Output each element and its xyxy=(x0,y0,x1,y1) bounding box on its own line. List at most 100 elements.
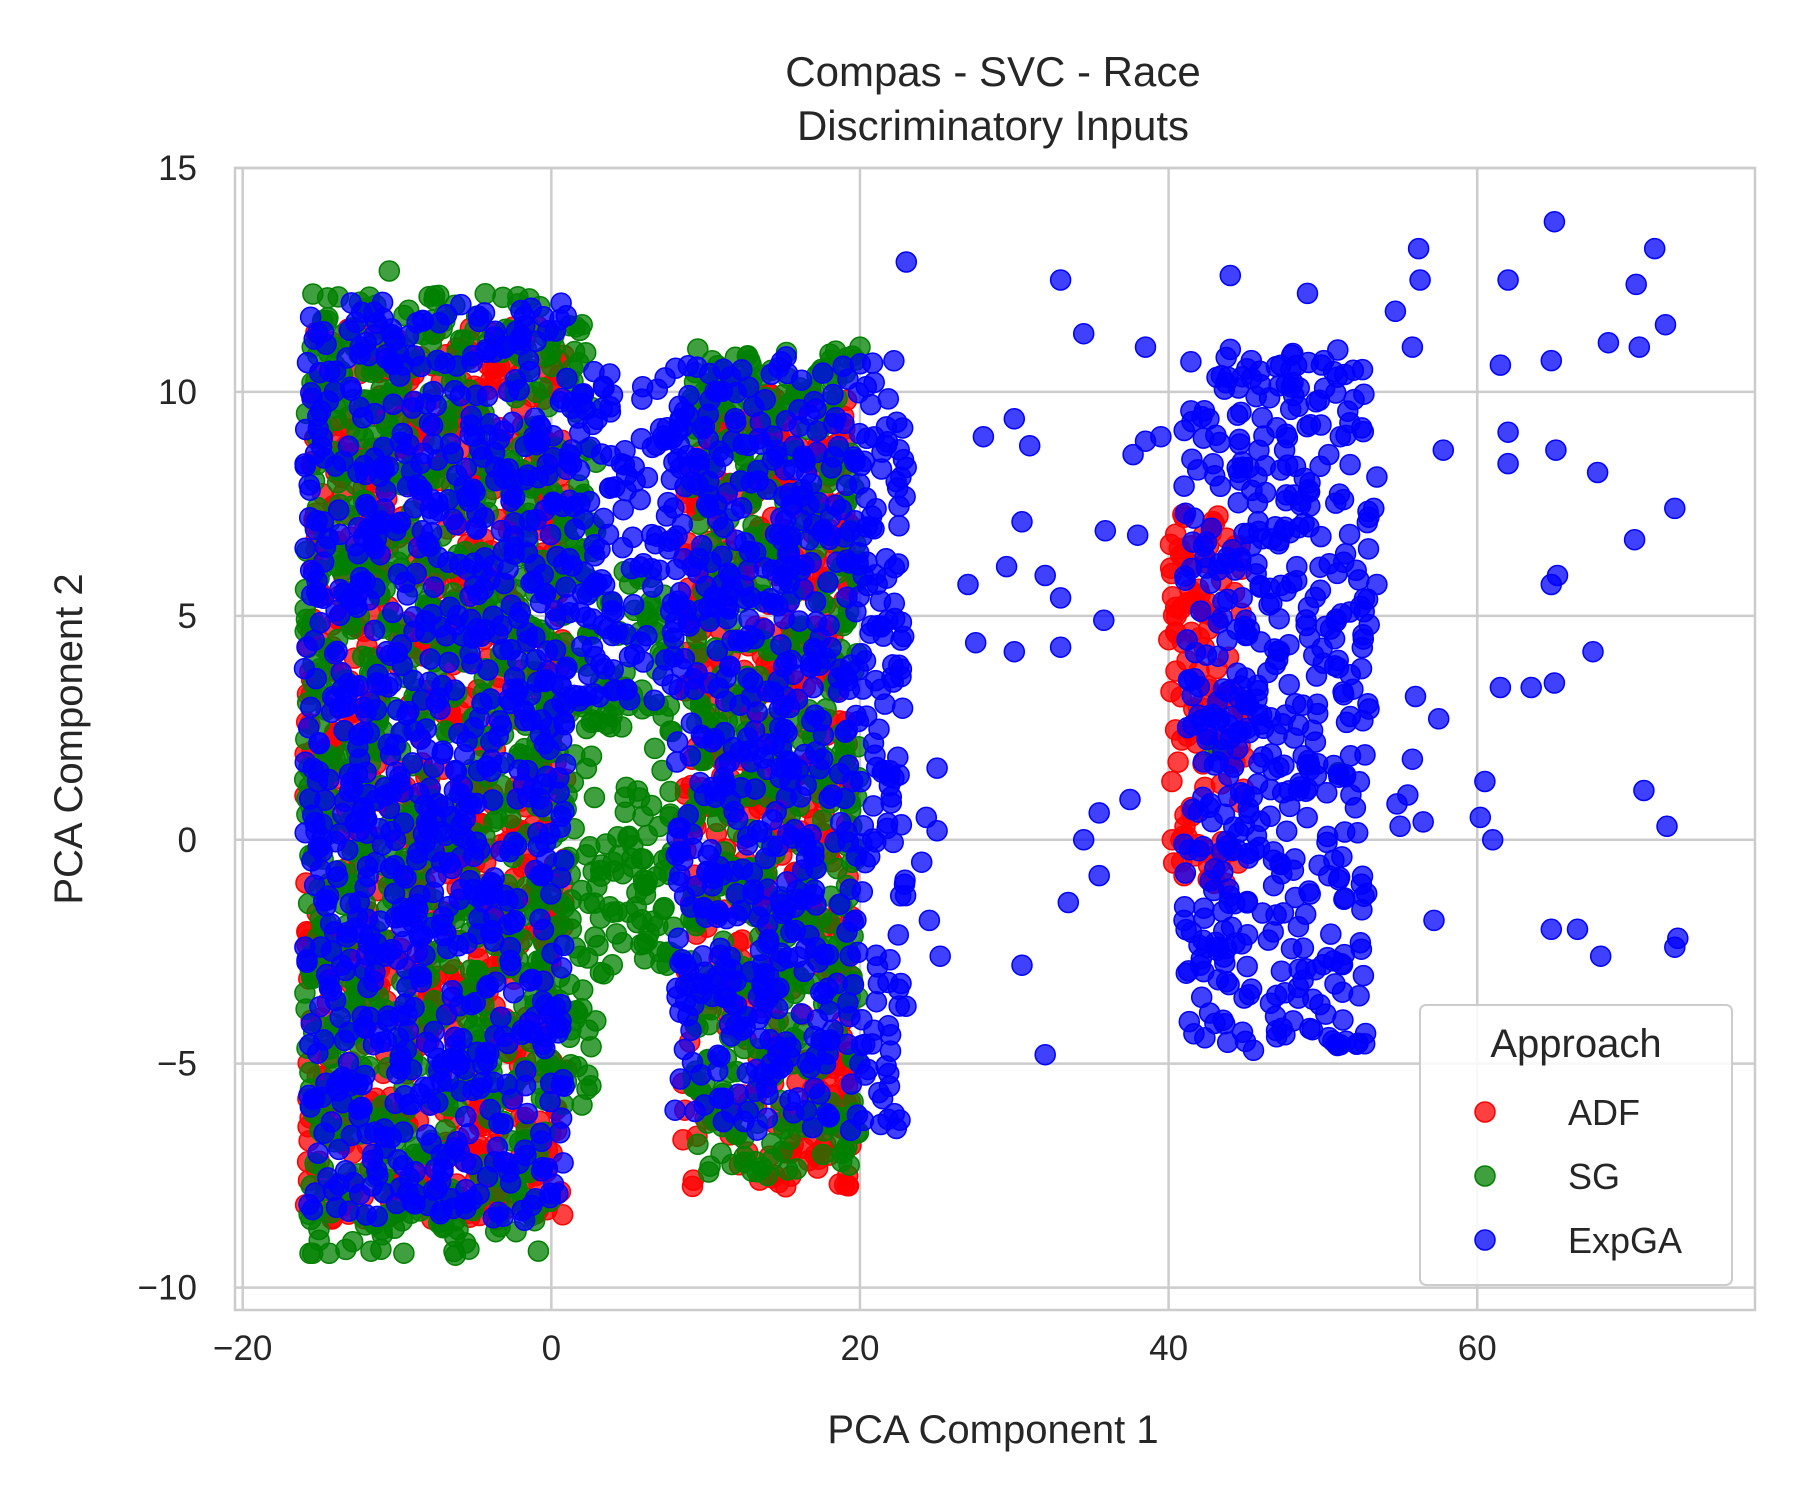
data-point xyxy=(847,941,869,964)
data-point xyxy=(366,663,389,686)
data-point xyxy=(842,910,864,933)
data-point xyxy=(405,848,428,871)
data-point xyxy=(418,671,441,694)
data-point xyxy=(553,711,575,733)
data-point xyxy=(742,879,765,901)
data-point xyxy=(351,1097,373,1119)
data-point xyxy=(887,924,910,946)
data-point xyxy=(313,447,335,469)
data-point xyxy=(513,1209,536,1232)
data-point xyxy=(556,656,578,678)
data-point xyxy=(643,689,665,711)
data-point xyxy=(329,823,351,845)
data-point xyxy=(653,896,675,919)
data-point xyxy=(579,436,602,459)
data-point xyxy=(428,284,450,307)
data-point xyxy=(576,1078,598,1100)
data-point xyxy=(432,906,454,928)
data-point xyxy=(885,470,907,493)
data-point xyxy=(378,260,401,282)
data-point xyxy=(398,1167,421,1189)
data-point xyxy=(512,700,535,722)
data-point xyxy=(789,559,812,582)
data-point xyxy=(551,1204,574,1226)
data-point xyxy=(768,1057,791,1080)
data-point xyxy=(417,818,440,840)
data-point xyxy=(810,709,833,732)
data-point xyxy=(524,553,546,576)
data-point xyxy=(355,1204,377,1226)
data-point xyxy=(757,1083,779,1106)
data-point xyxy=(301,1198,324,1221)
data-point xyxy=(400,1093,423,1115)
data-point xyxy=(631,375,654,398)
chart-title-line-1: Compas - SVC - Race xyxy=(785,48,1200,95)
data-point xyxy=(615,623,637,645)
data-point xyxy=(771,529,794,552)
data-point xyxy=(491,614,513,637)
data-point xyxy=(671,416,694,439)
data-point xyxy=(319,912,342,935)
data-point xyxy=(529,908,551,931)
data-point xyxy=(298,1084,320,1107)
data-point xyxy=(408,963,430,986)
data-point xyxy=(1167,751,1189,773)
data-point xyxy=(596,713,618,735)
data-point xyxy=(502,981,525,1004)
data-point xyxy=(377,456,400,478)
data-point xyxy=(539,822,561,845)
data-point xyxy=(311,827,333,850)
data-point xyxy=(363,619,386,642)
data-point xyxy=(869,678,892,701)
data-point xyxy=(727,1083,749,1106)
data-point xyxy=(837,670,859,692)
data-point xyxy=(379,744,402,766)
data-point xyxy=(316,889,338,911)
data-point xyxy=(449,994,471,1017)
data-point xyxy=(446,355,468,377)
data-point xyxy=(347,736,369,758)
data-point xyxy=(578,490,601,513)
data-point xyxy=(422,881,445,904)
data-point xyxy=(438,651,460,674)
data-point xyxy=(809,1083,831,1105)
data-point xyxy=(770,893,793,916)
data-point xyxy=(460,405,482,428)
data-point xyxy=(410,452,432,474)
data-point xyxy=(525,508,548,531)
data-point xyxy=(1158,628,1180,651)
data-point xyxy=(307,586,330,608)
data-point xyxy=(296,351,319,374)
data-point xyxy=(309,995,331,1018)
data-point xyxy=(802,676,824,699)
data-point xyxy=(1160,680,1182,703)
data-point xyxy=(757,928,780,951)
data-point xyxy=(842,446,865,468)
data-point xyxy=(621,526,644,549)
data-point xyxy=(392,354,414,376)
data-point xyxy=(462,845,485,868)
data-point xyxy=(387,563,410,585)
data-point xyxy=(340,379,363,401)
data-point xyxy=(496,1073,518,1096)
data-point xyxy=(474,283,496,305)
data-point xyxy=(392,812,415,834)
data-point xyxy=(296,636,318,658)
data-point xyxy=(352,797,375,819)
data-point xyxy=(812,1143,834,1166)
data-point xyxy=(849,353,871,375)
data-point xyxy=(427,1047,449,1070)
data-point xyxy=(614,801,637,824)
data-point xyxy=(759,1029,781,1051)
data-point xyxy=(432,796,455,818)
data-point xyxy=(363,402,386,425)
data-point xyxy=(347,542,369,565)
data-point xyxy=(701,985,724,1008)
data-point xyxy=(880,786,903,808)
data-point xyxy=(393,1242,415,1264)
data-point xyxy=(482,930,505,952)
data-point xyxy=(602,851,624,873)
data-point xyxy=(659,780,681,803)
data-point xyxy=(487,1201,510,1223)
data-point xyxy=(798,529,820,551)
